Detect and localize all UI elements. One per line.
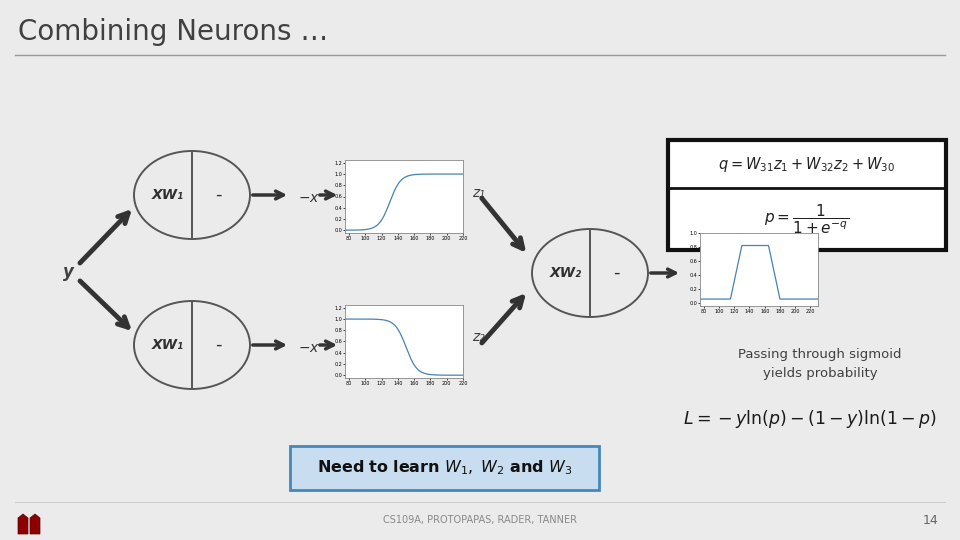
Text: z₂: z₂ [472, 330, 485, 344]
Text: $q = W_{31}z_1 + W_{32}z_2 + W_{30}$: $q = W_{31}z_1 + W_{32}z_2 + W_{30}$ [718, 154, 896, 173]
Text: -: - [612, 264, 619, 282]
Text: Passing through sigmoid
yields probability: Passing through sigmoid yields probabili… [738, 348, 901, 380]
Polygon shape [30, 514, 40, 534]
Text: $\mathit{-x}$: $\mathit{-x}$ [298, 191, 320, 205]
FancyBboxPatch shape [290, 446, 599, 490]
Text: $\mathit{-x}$: $\mathit{-x}$ [298, 341, 320, 355]
Text: -: - [215, 186, 222, 204]
Text: $L = -y\ln(p) - (1-y)\ln(1-p)$: $L = -y\ln(p) - (1-y)\ln(1-p)$ [684, 408, 937, 430]
Text: XW₁: XW₁ [152, 338, 183, 352]
Text: z₁: z₁ [472, 186, 485, 200]
FancyBboxPatch shape [668, 140, 946, 250]
Polygon shape [18, 514, 28, 534]
Text: y: y [63, 263, 74, 281]
Text: XW₁: XW₁ [152, 188, 183, 202]
Text: $\mathbf{Need\ to\ learn}\ W_1,\ W_2\ \mathbf{and}\ W_3$: $\mathbf{Need\ to\ learn}\ W_1,\ W_2\ \m… [317, 458, 572, 477]
Text: Combining Neurons …: Combining Neurons … [18, 18, 328, 46]
Text: CS109A, PROTOPAPAS, RADER, TANNER: CS109A, PROTOPAPAS, RADER, TANNER [383, 515, 577, 525]
Text: 14: 14 [923, 514, 938, 526]
Text: XW₂: XW₂ [549, 266, 582, 280]
Text: $p = \dfrac{1}{1 + e^{-q}}$: $p = \dfrac{1}{1 + e^{-q}}$ [764, 202, 850, 235]
Text: -: - [215, 336, 222, 354]
